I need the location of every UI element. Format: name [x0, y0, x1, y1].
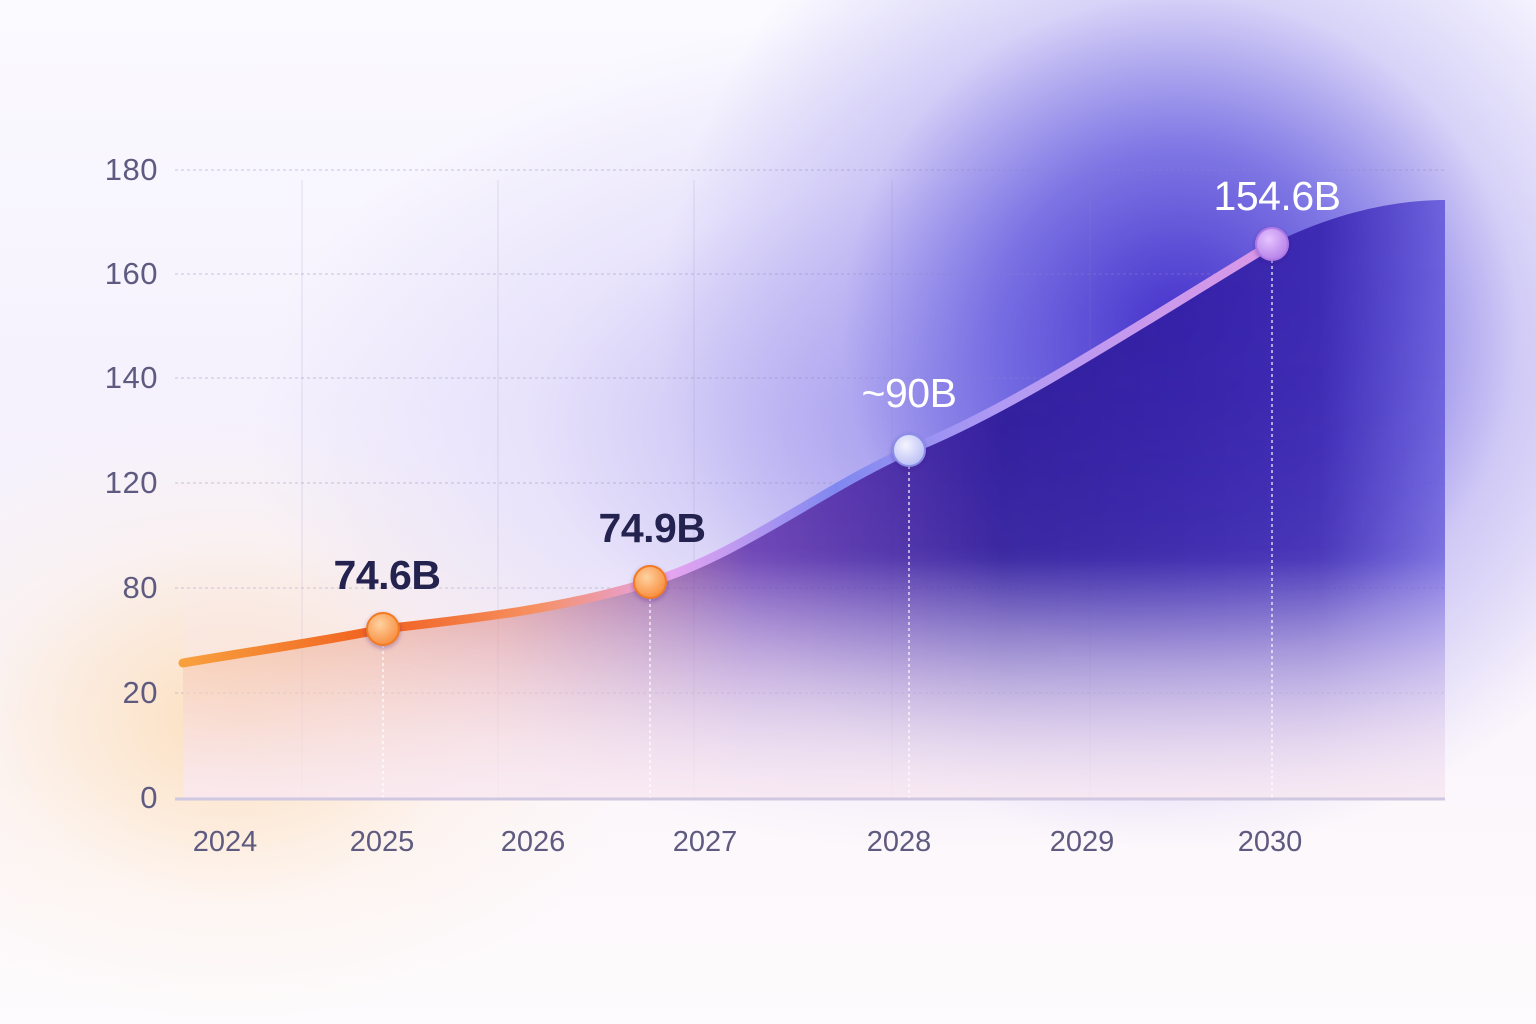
x-tick-label: 2024 [192, 826, 258, 858]
marker-drop-lines [382, 260, 1273, 798]
x-tick-label: 2028 [866, 826, 932, 858]
data-label-2030: 154.6B [1213, 173, 1341, 219]
x-tick-label: 2029 [1049, 826, 1115, 858]
series-line [178, 239, 1277, 668]
x-tick-label: 2027 [672, 826, 738, 858]
y-tick-label: 80 [122, 570, 158, 605]
area-bottom-wash [183, 560, 1445, 798]
x-tick-label: 2025 [349, 826, 415, 858]
y-tick-label: 160 [104, 256, 158, 291]
data-point-2028[interactable] [892, 433, 926, 467]
data-point-2025[interactable] [366, 612, 400, 646]
data-label-2028: ~90B [861, 370, 957, 416]
y-tick-label: 120 [104, 465, 158, 500]
y-tick-label: 140 [104, 360, 158, 395]
y-tick-label: 180 [104, 152, 158, 187]
data-point-2030[interactable] [1255, 227, 1289, 261]
x-tick-label: 2030 [1237, 826, 1303, 858]
data-label-2025: 74.6B [333, 552, 441, 598]
y-tick-label: 20 [122, 675, 158, 710]
data-label-2027: 74.9B [598, 505, 706, 551]
data-point-2027[interactable] [633, 565, 667, 599]
x-tick-label: 2026 [500, 826, 566, 858]
y-tick-label: 0 [140, 780, 158, 815]
